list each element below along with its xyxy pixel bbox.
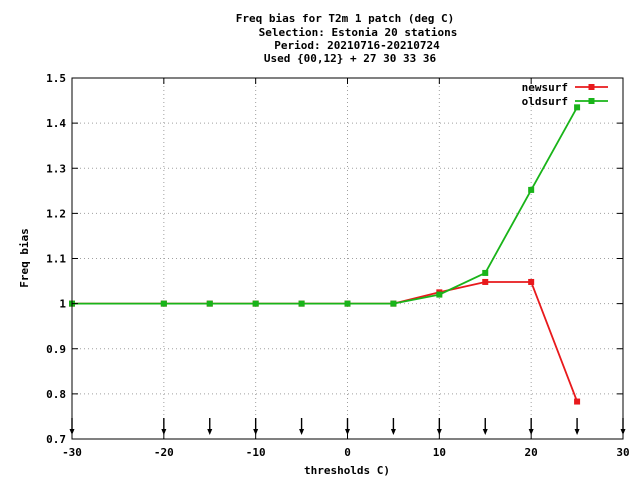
data-point-oldsurf — [206, 300, 213, 307]
data-point-oldsurf — [528, 186, 535, 193]
threshold-arrow-head — [436, 429, 442, 435]
data-point-oldsurf — [344, 300, 351, 307]
x-tick-label: -10 — [246, 446, 266, 459]
title-line-2: Selection: Estonia 20 stations — [259, 26, 458, 39]
data-point-oldsurf — [482, 269, 489, 276]
legend-label-newsurf: newsurf — [522, 81, 568, 94]
x-tick-label: -20 — [154, 446, 174, 459]
threshold-arrow-head — [390, 429, 396, 435]
x-axis-label: thresholds C) — [304, 464, 390, 477]
threshold-arrow-head — [253, 429, 259, 435]
title-line-4: Used {00,12} + 27 30 33 36 — [264, 52, 437, 65]
x-tick-label: 30 — [616, 446, 629, 459]
legend-label-oldsurf: oldsurf — [522, 95, 568, 108]
threshold-arrow-head — [574, 429, 580, 435]
threshold-arrow-head — [161, 429, 167, 435]
title-line-3: Period: 20210716-20210724 — [274, 39, 440, 52]
axis-ticks — [71, 77, 624, 440]
y-tick-label: 1 — [59, 298, 66, 311]
data-point-newsurf — [528, 278, 535, 285]
x-tick-label: -30 — [62, 446, 82, 459]
y-tick-label: 1.2 — [46, 207, 66, 220]
x-tick-labels: -30 -20 -10 0 10 20 30 — [62, 446, 630, 459]
data-point-oldsurf — [252, 300, 259, 307]
legend-marker-newsurf — [588, 84, 595, 90]
data-point-oldsurf — [574, 104, 581, 111]
grid-lines — [72, 78, 623, 439]
chart-title: Freq bias for T2m 1 patch (deg C) Select… — [236, 12, 458, 65]
y-tick-label: 0.9 — [46, 343, 66, 356]
x-tick-label: 20 — [525, 446, 538, 459]
threshold-arrow-head — [207, 429, 213, 435]
threshold-arrow-head — [482, 429, 488, 435]
x-tick-label: 0 — [344, 446, 351, 459]
title-line-1: Freq bias for T2m 1 patch (deg C) — [236, 12, 455, 25]
y-tick-label: 1.5 — [46, 72, 66, 85]
threshold-arrow-head — [345, 429, 350, 435]
y-tick-label: 1.3 — [46, 162, 66, 175]
data-point-oldsurf — [160, 300, 167, 307]
data-point-oldsurf — [436, 291, 443, 298]
y-tick-label: 1.1 — [46, 253, 66, 266]
y-tick-label: 0.8 — [46, 388, 66, 401]
series-line-newsurf — [72, 281, 578, 402]
x-tick-label: 10 — [433, 446, 446, 459]
legend-marker-oldsurf — [588, 98, 595, 104]
y-tick-label: 0.7 — [46, 433, 66, 446]
data-point-newsurf — [482, 278, 489, 285]
threshold-arrow-head — [299, 429, 305, 435]
threshold-arrow-head — [528, 429, 534, 435]
threshold-arrows — [69, 418, 626, 435]
y-tick-label: 1.4 — [46, 117, 66, 130]
y-axis-label: Freq bias — [18, 228, 31, 288]
data-point-oldsurf — [298, 300, 305, 307]
y-tick-labels: 0.7 0.8 0.9 1 1.1 1.2 1.3 1.4 1.5 — [46, 72, 66, 446]
data-point-newsurf — [574, 398, 581, 405]
data-series — [69, 104, 581, 405]
series-line-oldsurf — [72, 106, 578, 305]
data-point-oldsurf — [390, 300, 397, 307]
